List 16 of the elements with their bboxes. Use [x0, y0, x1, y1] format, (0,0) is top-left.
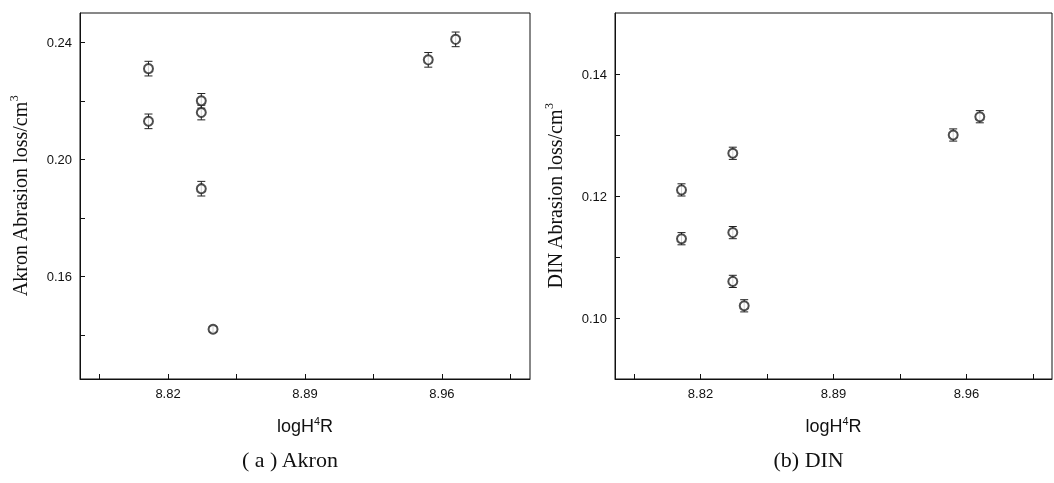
y-tick-label: 0.20 [46, 151, 72, 167]
x-tick-label: 8.82 [155, 386, 181, 401]
y-tick-label: 0.16 [46, 269, 72, 285]
y-axis-title: DIN Abrasion loss/cm3 [542, 103, 566, 289]
x-tick-label: 8.82 [687, 386, 714, 401]
x-tick-label: 8.96 [953, 386, 980, 401]
x-tick-label: 8.96 [429, 386, 455, 401]
y-tick-label: 0.24 [46, 34, 72, 50]
y-tick-label: 0.10 [581, 310, 607, 326]
y-tick-label: 0.14 [581, 66, 607, 82]
text: ( a ) Akron [242, 446, 338, 472]
y-tick-label: 0.12 [581, 188, 607, 204]
x-tick-label: 8.89 [292, 386, 318, 401]
x-tick-label: 8.89 [820, 386, 847, 401]
text: (b) DIN [773, 446, 844, 472]
y-axis-title: Akron Abrasion loss/cm3 [7, 95, 31, 297]
